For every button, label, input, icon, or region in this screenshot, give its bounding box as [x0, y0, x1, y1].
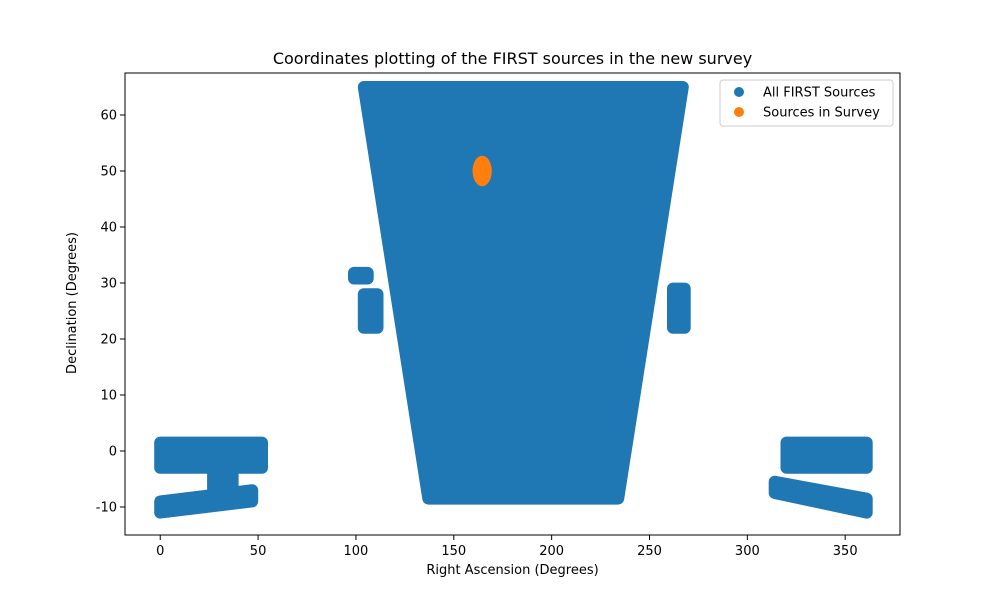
y-axis-label: Declination (Degrees) [65, 232, 80, 374]
y-tick-label: 10 [100, 389, 117, 404]
legend-marker [734, 107, 744, 117]
chart-title: Coordinates plotting of the FIRST source… [273, 49, 752, 68]
axes: 0 50 100 150 200 250 300 350 -10 0 10 20 30 40 50 60 [96, 72, 901, 559]
y-tick-label: 40 [100, 221, 117, 236]
y-tick-label: 60 [100, 109, 117, 124]
scatter-region [357, 81, 689, 505]
x-tick-label: 200 [539, 544, 564, 559]
scatter-region [154, 484, 259, 519]
legend-label: Sources in Survey [763, 106, 880, 121]
legend-marker [734, 87, 744, 97]
plot-frame [124, 72, 901, 536]
scatter-region [357, 288, 384, 334]
x-tick-label: 350 [833, 544, 858, 559]
scatter-region [154, 436, 268, 474]
x-tick-label: 300 [735, 544, 760, 559]
scatter-region [780, 436, 873, 474]
x-tick-label: 150 [441, 544, 466, 559]
y-tick-label: 0 [109, 445, 117, 460]
x-axis-label: Right Ascension (Degrees) [426, 563, 598, 578]
legend: All FIRST Sources Sources in Survey [719, 79, 894, 127]
series-sources-in-survey [472, 155, 492, 187]
x-tick-label: 250 [637, 544, 662, 559]
x-tick-label: 100 [344, 544, 369, 559]
plot-area [154, 81, 873, 519]
scatter-region [768, 475, 873, 519]
y-tick-label: -10 [96, 501, 117, 516]
x-tick-label: 50 [250, 544, 267, 559]
scatter-region [472, 155, 492, 187]
y-tick-label: 20 [100, 333, 117, 348]
y-tick-label: 30 [100, 277, 117, 292]
legend-box [719, 79, 894, 127]
scatter-region [348, 266, 374, 285]
legend-label: All FIRST Sources [763, 86, 876, 101]
x-tick-label: 0 [156, 544, 164, 559]
y-tick-label: 50 [100, 165, 117, 180]
scatter-region [667, 282, 691, 334]
series-all-first-sources [154, 81, 873, 519]
